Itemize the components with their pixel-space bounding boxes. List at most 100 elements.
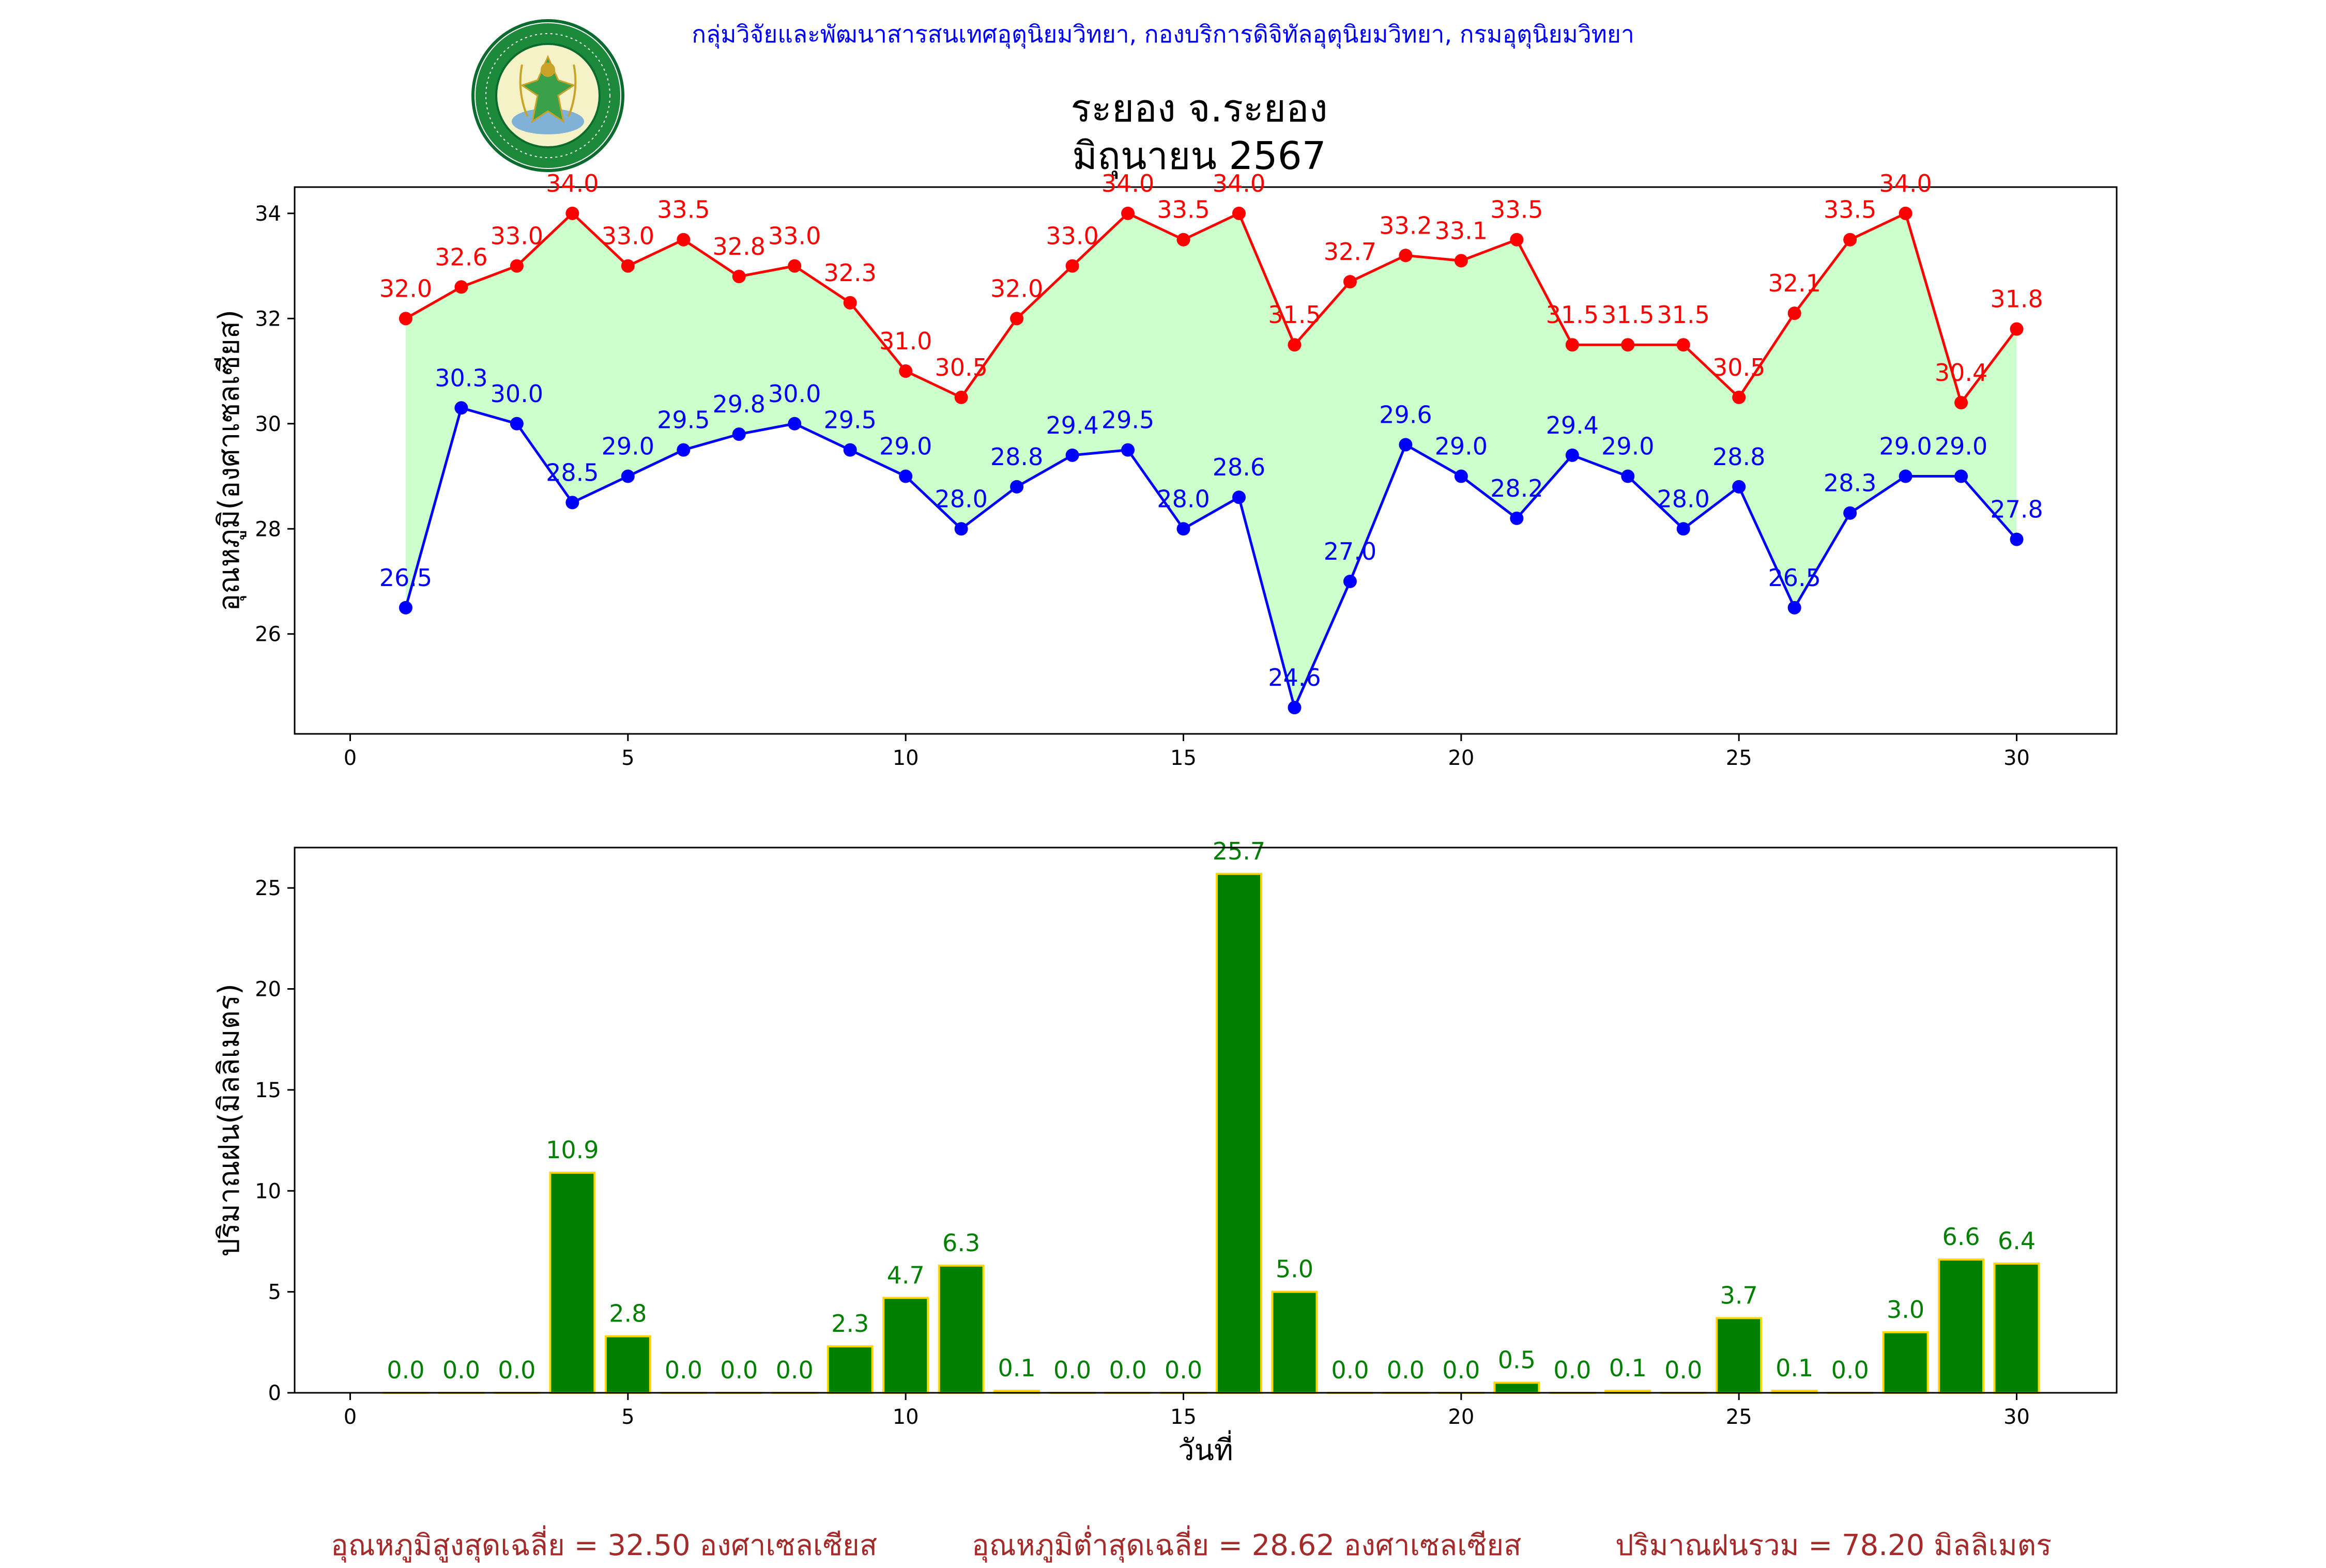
temp-y-tick-label: 26: [255, 623, 281, 647]
temp-x-tick-label: 25: [1726, 746, 1752, 770]
max-temp-data-label: 30.5: [935, 353, 987, 381]
max-temp-data-label: 31.5: [1268, 301, 1321, 329]
min-temp-data-label: 28.6: [1213, 453, 1265, 481]
min-temp-point: [1788, 601, 1801, 614]
max-temp-point: [399, 312, 412, 325]
rain-data-label: 6.3: [942, 1229, 980, 1257]
max-temp-point: [454, 280, 468, 294]
rain-bar: [1217, 874, 1261, 1393]
min-temp-point: [1066, 449, 1079, 462]
temp-x-tick-label: 10: [893, 746, 919, 770]
min-temp-data-label: 29.0: [602, 433, 654, 460]
max-temp-point: [1177, 233, 1190, 247]
min-temp-data-label: 28.0: [935, 485, 987, 513]
min-temp-point: [677, 443, 690, 457]
rain-data-label: 2.3: [831, 1310, 869, 1338]
min-temp-data-label: 26.5: [1768, 564, 1820, 592]
max-temp-point: [1843, 233, 1857, 247]
rain-data-label: 2.8: [609, 1300, 647, 1328]
rain-data-label: 0.0: [1387, 1356, 1425, 1384]
min-temp-data-label: 30.0: [491, 380, 543, 408]
min-temp-point: [1954, 470, 1968, 483]
max-temp-data-label: 33.5: [657, 196, 710, 224]
min-temp-point: [1510, 512, 1523, 525]
rain-bar: [1884, 1332, 1928, 1393]
min-temp-point: [844, 443, 857, 457]
max-temp-data-label: 32.1: [1768, 269, 1820, 297]
rain-data-label: 0.0: [1664, 1356, 1702, 1384]
temp-x-tick-label: 0: [344, 746, 357, 770]
temp-x-tick-label: 20: [1448, 746, 1474, 770]
rain-x-tick-label: 0: [344, 1405, 357, 1429]
max-temp-data-label: 31.5: [1657, 301, 1710, 329]
temp-y-tick-label: 30: [255, 412, 281, 436]
min-temp-point: [1899, 470, 1912, 483]
max-temp-data-label: 31.8: [1990, 285, 2043, 313]
rain-data-label: 0.0: [1553, 1356, 1591, 1384]
max-temp-data-label: 32.8: [713, 233, 766, 260]
min-temp-point: [1232, 490, 1246, 504]
max-temp-point: [1121, 207, 1135, 220]
max-temp-data-label: 34.0: [1213, 170, 1265, 197]
min-temp-data-label: 27.8: [1990, 496, 2043, 524]
max-temp-data-label: 33.0: [1046, 222, 1098, 250]
rain-x-tick-label: 30: [2003, 1405, 2030, 1429]
max-temp-point: [1677, 338, 1690, 351]
max-temp-point: [621, 259, 635, 273]
rain-bar: [550, 1173, 594, 1393]
min-temp-point: [899, 470, 912, 483]
rain-data-label: 0.1: [1609, 1354, 1647, 1382]
temp-y-axis-label: อุณหภูมิ(องศาเซลเซียส): [212, 310, 247, 611]
rain-bar: [883, 1298, 928, 1393]
rain-data-label: 10.9: [546, 1136, 599, 1164]
rain-data-label: 6.6: [1942, 1223, 1980, 1251]
max-temp-point: [732, 270, 746, 283]
max-temp-point: [844, 296, 857, 310]
min-temp-data-label: 29.5: [1101, 406, 1154, 434]
max-temp-data-label: 34.0: [1879, 170, 1932, 197]
rain-data-label: 0.0: [442, 1356, 480, 1384]
max-temp-point: [899, 364, 912, 378]
max-temp-data-label: 32.3: [823, 259, 876, 287]
rain-data-label: 0.0: [1331, 1356, 1369, 1384]
temp-y-tick-label: 32: [255, 307, 281, 331]
rain-y-tick-label: 20: [255, 978, 281, 1002]
min-temp-point: [565, 496, 579, 509]
rain-bar: [1995, 1264, 2039, 1393]
min-temp-data-label: 29.0: [1935, 433, 1987, 460]
min-temp-data-label: 26.5: [379, 564, 432, 592]
rain-y-tick-label: 0: [268, 1381, 281, 1405]
min-temp-data-label: 28.3: [1824, 469, 1876, 497]
rain-data-label: 0.0: [1053, 1356, 1091, 1384]
avg-min-summary: อุณหภูมิต่ำสุดเฉลี่ย = 28.62 องศาเซลเซีย…: [972, 1522, 1521, 1568]
rain-y-tick-label: 25: [255, 877, 281, 900]
min-temp-data-label: 29.6: [1379, 401, 1432, 428]
max-temp-data-label: 33.5: [1490, 196, 1543, 224]
min-temp-data-label: 28.0: [1657, 485, 1710, 513]
max-temp-point: [1732, 391, 1746, 404]
max-temp-data-label: 32.0: [990, 274, 1043, 302]
min-temp-point: [1399, 438, 1412, 451]
min-temp-data-label: 29.4: [1046, 411, 1098, 439]
min-temp-point: [399, 601, 412, 614]
max-temp-data-label: 33.1: [1435, 217, 1488, 244]
max-temp-data-label: 31.5: [1546, 301, 1599, 329]
min-temp-point: [1343, 575, 1357, 588]
min-temp-data-label: 30.0: [768, 380, 821, 408]
max-temp-data-label: 32.6: [435, 243, 487, 271]
min-temp-point: [510, 417, 524, 431]
max-temp-point: [1899, 207, 1912, 220]
max-temp-point: [677, 233, 690, 247]
rain-x-tick-label: 10: [893, 1405, 919, 1429]
min-temp-point: [1177, 522, 1190, 535]
rain-x-axis-label: วันที่: [1178, 1430, 1233, 1467]
rain-bar: [1939, 1259, 1983, 1393]
min-temp-point: [732, 427, 746, 441]
min-temp-point: [955, 522, 968, 535]
min-temp-point: [1010, 480, 1023, 494]
min-temp-data-label: 29.0: [879, 433, 932, 460]
rain-bar: [1494, 1382, 1539, 1393]
max-temp-data-label: 34.0: [546, 170, 599, 197]
max-temp-data-label: 33.0: [491, 222, 543, 250]
